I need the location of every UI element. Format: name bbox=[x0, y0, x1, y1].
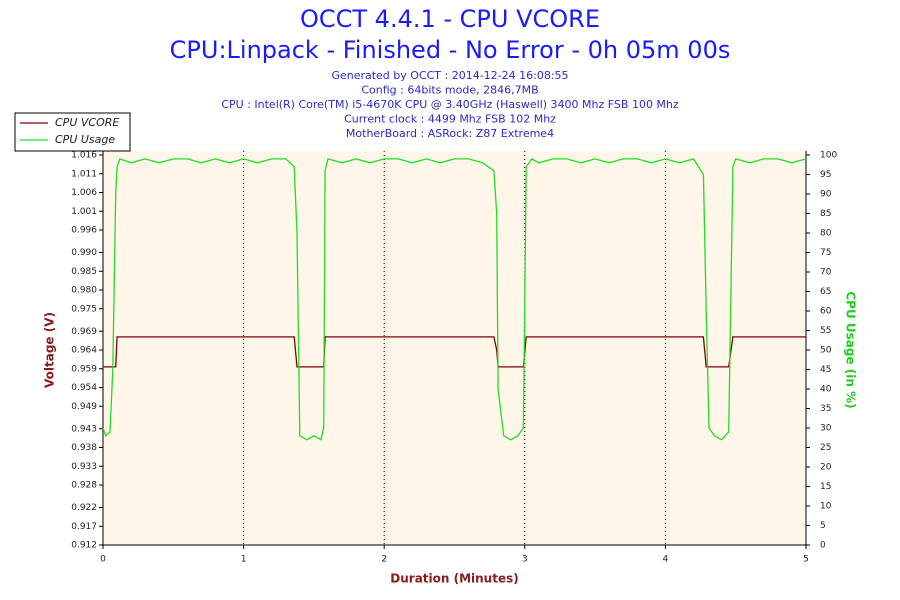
y-tick-label: 0.912 bbox=[71, 541, 97, 551]
y2-tick-label: 60 bbox=[820, 307, 832, 317]
info-line: Generated by OCCT : 2014-12-24 16:08:55 bbox=[331, 69, 568, 82]
x-tick-label: 4 bbox=[663, 555, 669, 565]
y2-tick-label: 75 bbox=[820, 248, 831, 258]
y-tick-label: 0.996 bbox=[71, 226, 97, 236]
y2-tick-label: 80 bbox=[820, 229, 832, 239]
legend-label: CPU VCORE bbox=[55, 116, 119, 129]
y-tick-label: 0.933 bbox=[71, 462, 97, 472]
chart-subtitle: CPU:Linpack - Finished - No Error - 0h 0… bbox=[170, 36, 731, 64]
chart-title: OCCT 4.4.1 - CPU VCORE bbox=[300, 5, 600, 33]
info-line: MotherBoard : ASRock: Z87 Extreme4 bbox=[346, 127, 554, 140]
x-axis-label: Duration (Minutes) bbox=[390, 572, 518, 586]
y-tick-label: 0.954 bbox=[71, 383, 97, 393]
y-tick-label: 1.006 bbox=[71, 188, 97, 198]
y-tick-label: 1.011 bbox=[71, 169, 97, 179]
y2-tick-label: 5 bbox=[820, 521, 826, 531]
y-tick-label: 0.928 bbox=[71, 481, 97, 491]
plot-area bbox=[103, 151, 806, 545]
y-tick-label: 0.985 bbox=[71, 267, 97, 277]
y2-tick-label: 10 bbox=[820, 502, 832, 512]
y-tick-label: 0.980 bbox=[71, 286, 97, 296]
y2-tick-label: 30 bbox=[820, 424, 832, 434]
y-tick-label: 0.990 bbox=[71, 248, 97, 258]
y-tick-label: 0.938 bbox=[71, 443, 97, 453]
y-tick-label: 0.969 bbox=[71, 327, 97, 337]
y2-tick-label: 100 bbox=[820, 151, 837, 161]
y-tick-label: 0.922 bbox=[71, 503, 97, 513]
y2-tick-label: 70 bbox=[820, 268, 832, 278]
y2-tick-label: 40 bbox=[820, 385, 832, 395]
y2-tick-label: 20 bbox=[820, 463, 832, 473]
y-tick-label: 0.943 bbox=[71, 424, 97, 434]
y2-tick-label: 65 bbox=[820, 287, 831, 297]
y2-tick-label: 0 bbox=[820, 541, 826, 551]
y2-tick-label: 15 bbox=[820, 482, 831, 492]
y2-tick-label: 90 bbox=[820, 190, 832, 200]
x-tick-label: 1 bbox=[241, 555, 247, 565]
y-tick-label: 0.964 bbox=[71, 346, 97, 356]
data-line bbox=[103, 336, 806, 368]
y2-tick-label: 50 bbox=[820, 346, 832, 356]
y-tick-label: 1.016 bbox=[71, 151, 97, 161]
y2-axis-label: CPU Usage (in %) bbox=[844, 291, 858, 408]
y2-tick-label: 45 bbox=[820, 365, 831, 375]
x-tick-label: 3 bbox=[522, 555, 528, 565]
x-tick-label: 0 bbox=[100, 555, 106, 565]
y2-tick-label: 25 bbox=[820, 443, 831, 453]
y-tick-label: 1.001 bbox=[71, 207, 97, 217]
legend-box bbox=[14, 112, 131, 152]
y-tick-label: 0.917 bbox=[71, 522, 97, 532]
info-line: CPU : Intel(R) Core(TM) i5-4670K CPU @ 3… bbox=[221, 98, 679, 111]
y-tick-label: 0.949 bbox=[71, 402, 97, 412]
info-line: Current clock : 4499 Mhz FSB 102 Mhz bbox=[344, 113, 556, 126]
x-tick-label: 2 bbox=[381, 555, 387, 565]
data-line bbox=[102, 158, 807, 441]
y2-tick-label: 95 bbox=[820, 170, 831, 180]
y-tick-label: 0.975 bbox=[71, 304, 97, 314]
x-tick-label: 5 bbox=[803, 555, 809, 565]
info-line: Config : 64bits mode, 2846,7MB bbox=[361, 84, 538, 97]
y-axis-label: Voltage (V) bbox=[43, 312, 57, 388]
legend-label: CPU Usage bbox=[55, 133, 115, 146]
y-tick-label: 0.959 bbox=[71, 364, 97, 374]
y2-tick-label: 55 bbox=[820, 326, 831, 336]
y2-tick-label: 85 bbox=[820, 209, 831, 219]
y2-tick-label: 35 bbox=[820, 404, 831, 414]
